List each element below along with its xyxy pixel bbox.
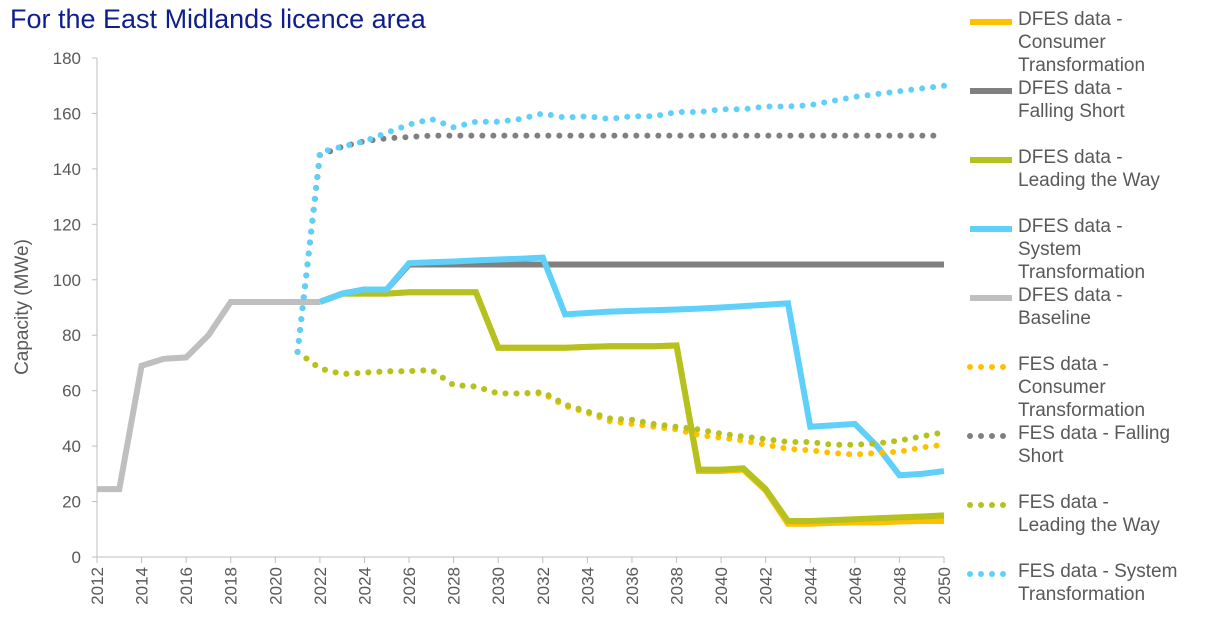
x-tick-label: 2016 xyxy=(177,567,196,605)
x-tick-label: 2044 xyxy=(801,567,820,605)
x-tick-label: 2022 xyxy=(311,567,330,605)
x-tick-label: 2026 xyxy=(400,567,419,605)
legend-item: FES data - Leading the Way xyxy=(960,491,1210,560)
x-tick-label: 2034 xyxy=(578,567,597,605)
y-tick-label: 100 xyxy=(53,271,81,290)
legend-label: FES data - Leading the Way xyxy=(1018,492,1160,536)
chart: For the East Midlands licence area Capac… xyxy=(10,4,954,605)
legend-item: DFES data - Leading the Way xyxy=(960,146,1210,215)
series-line xyxy=(294,82,947,355)
y-tick-label: 160 xyxy=(53,104,81,123)
legend-item: DFES data - Consumer Transformation xyxy=(960,8,1210,77)
y-axis-label: Capacity (MWe) xyxy=(12,239,33,375)
x-tick-label: 2040 xyxy=(712,567,731,605)
legend-swatch xyxy=(967,433,1015,439)
legend-label: DFES data - Consumer Transformation xyxy=(1018,9,1146,76)
series-line xyxy=(294,132,947,355)
legend-swatch xyxy=(970,19,1012,25)
series-line xyxy=(318,254,945,479)
legend-label: FES data - Consumer Transformation xyxy=(1018,354,1146,421)
series-line xyxy=(294,348,947,458)
legend-swatch xyxy=(967,364,1015,370)
legend-label: DFES data - System Transformation xyxy=(1018,216,1146,283)
series-line xyxy=(318,261,944,305)
x-tick-label: 2018 xyxy=(222,567,241,605)
legend-item: DFES data - Falling Short xyxy=(960,77,1210,146)
x-tick-label: 2046 xyxy=(846,567,865,605)
x-tick-label: 2020 xyxy=(266,567,285,605)
y-tick-label: 0 xyxy=(72,548,81,567)
legend-item: DFES data - System Transformation xyxy=(960,215,1210,284)
y-tick-label: 40 xyxy=(62,437,81,456)
series-line xyxy=(318,289,944,527)
legend-swatch xyxy=(970,157,1012,163)
legend-label: DFES data - Baseline xyxy=(1018,285,1123,329)
x-tick-label: 2036 xyxy=(623,567,642,605)
y-tick-label: 120 xyxy=(53,215,81,234)
legend-item: FES data - Consumer Transformation xyxy=(960,353,1210,422)
y-tick-label: 80 xyxy=(62,326,81,345)
x-tick-label: 2050 xyxy=(935,567,954,605)
chart-title: For the East Midlands licence area xyxy=(10,4,427,34)
x-tick-label: 2030 xyxy=(489,567,508,605)
legend-label: FES data - System Transformation xyxy=(1018,561,1178,605)
legend-item: DFES data - Baseline xyxy=(960,284,1210,353)
legend-swatch xyxy=(967,502,1015,508)
x-tick-label: 2032 xyxy=(534,567,553,605)
legend-swatch xyxy=(967,571,1015,577)
x-tick-label: 2014 xyxy=(133,567,152,605)
x-tick-label: 2012 xyxy=(88,567,107,605)
series-line xyxy=(97,298,320,493)
legend-label: FES data - Falling Short xyxy=(1018,423,1171,467)
y-tick-label: 60 xyxy=(62,382,81,401)
y-tick-label: 180 xyxy=(53,49,81,68)
x-tick-label: 2028 xyxy=(445,567,464,605)
legend-swatch xyxy=(970,88,1012,94)
legend-item: FES data - System Transformation xyxy=(960,560,1210,629)
legend-item: FES data - Falling Short xyxy=(960,422,1210,491)
y-tick-label: 140 xyxy=(53,160,81,179)
series-line xyxy=(294,348,947,448)
legend-swatch xyxy=(970,226,1012,232)
x-tick-label: 2024 xyxy=(355,567,374,605)
x-tick-label: 2038 xyxy=(668,567,687,605)
page: For the East Midlands licence area Capac… xyxy=(10,4,1210,605)
series-line xyxy=(318,289,945,524)
legend-label: DFES data - Leading the Way xyxy=(1018,147,1160,191)
legend-swatch xyxy=(970,295,1012,301)
x-tick-label: 2048 xyxy=(890,567,909,605)
y-tick-label: 20 xyxy=(62,493,81,512)
x-tick-label: 2042 xyxy=(757,567,776,605)
legend-label: DFES data - Falling Short xyxy=(1018,78,1125,122)
